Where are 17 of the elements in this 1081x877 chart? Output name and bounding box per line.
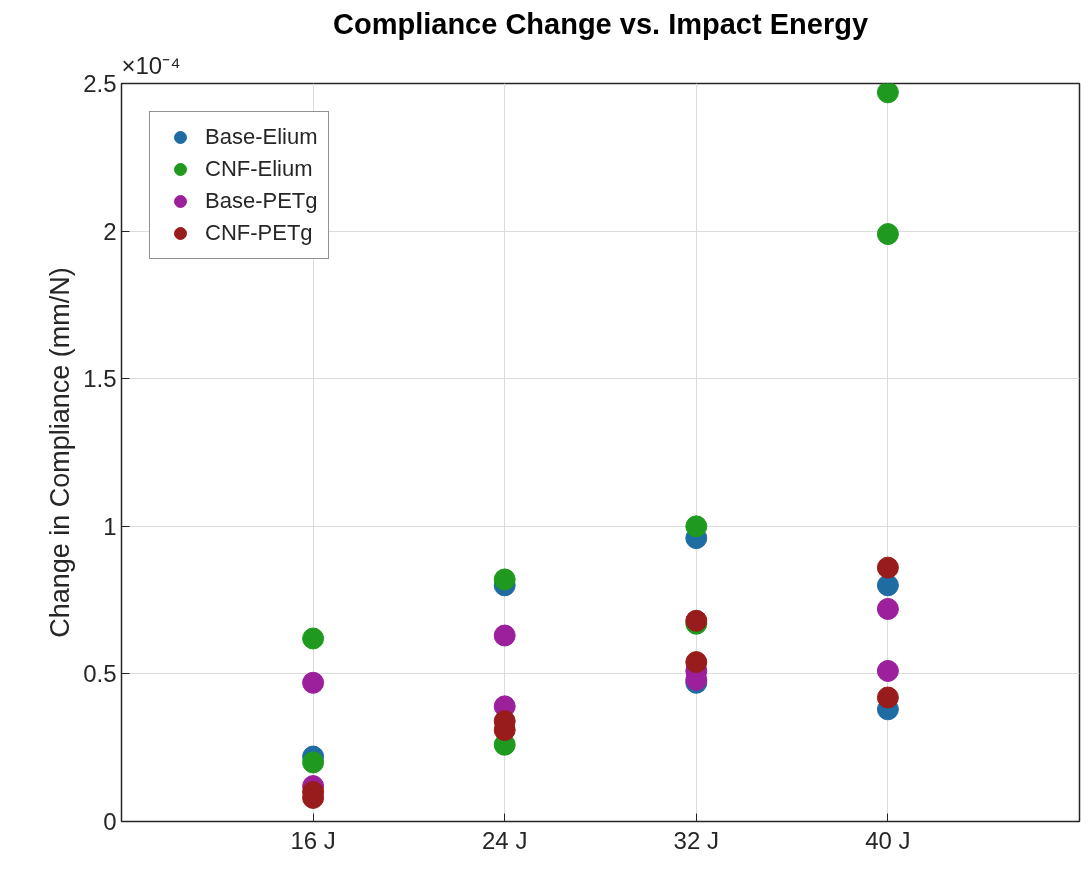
y-tick-label: 0.5 — [83, 660, 117, 688]
y-tick-label: 2 — [103, 217, 117, 245]
x-tick-label: 40 J — [865, 826, 911, 854]
legend-label: CNF-Elium — [205, 156, 313, 182]
y-tick-label: 2.5 — [83, 70, 117, 97]
x-tick-label: 16 J — [290, 826, 336, 854]
x-tick-label: 24 J — [482, 826, 528, 854]
legend-label: Base-Elium — [205, 124, 318, 150]
legend-label: Base-PETg — [205, 188, 318, 214]
chart-title: Compliance Change vs. Impact Energy — [332, 7, 869, 40]
x-tick-label: 32 J — [673, 826, 719, 854]
y-tick-label: 1.5 — [83, 365, 117, 393]
legend-label: CNF-PETg — [205, 220, 313, 246]
text: ×10⁻⁴ — [121, 51, 181, 79]
y-tick-label: 1 — [103, 512, 117, 540]
y-axis-title: Change in Compliance (mm/N) — [45, 267, 76, 638]
y-tick-label: 0 — [103, 808, 117, 835]
